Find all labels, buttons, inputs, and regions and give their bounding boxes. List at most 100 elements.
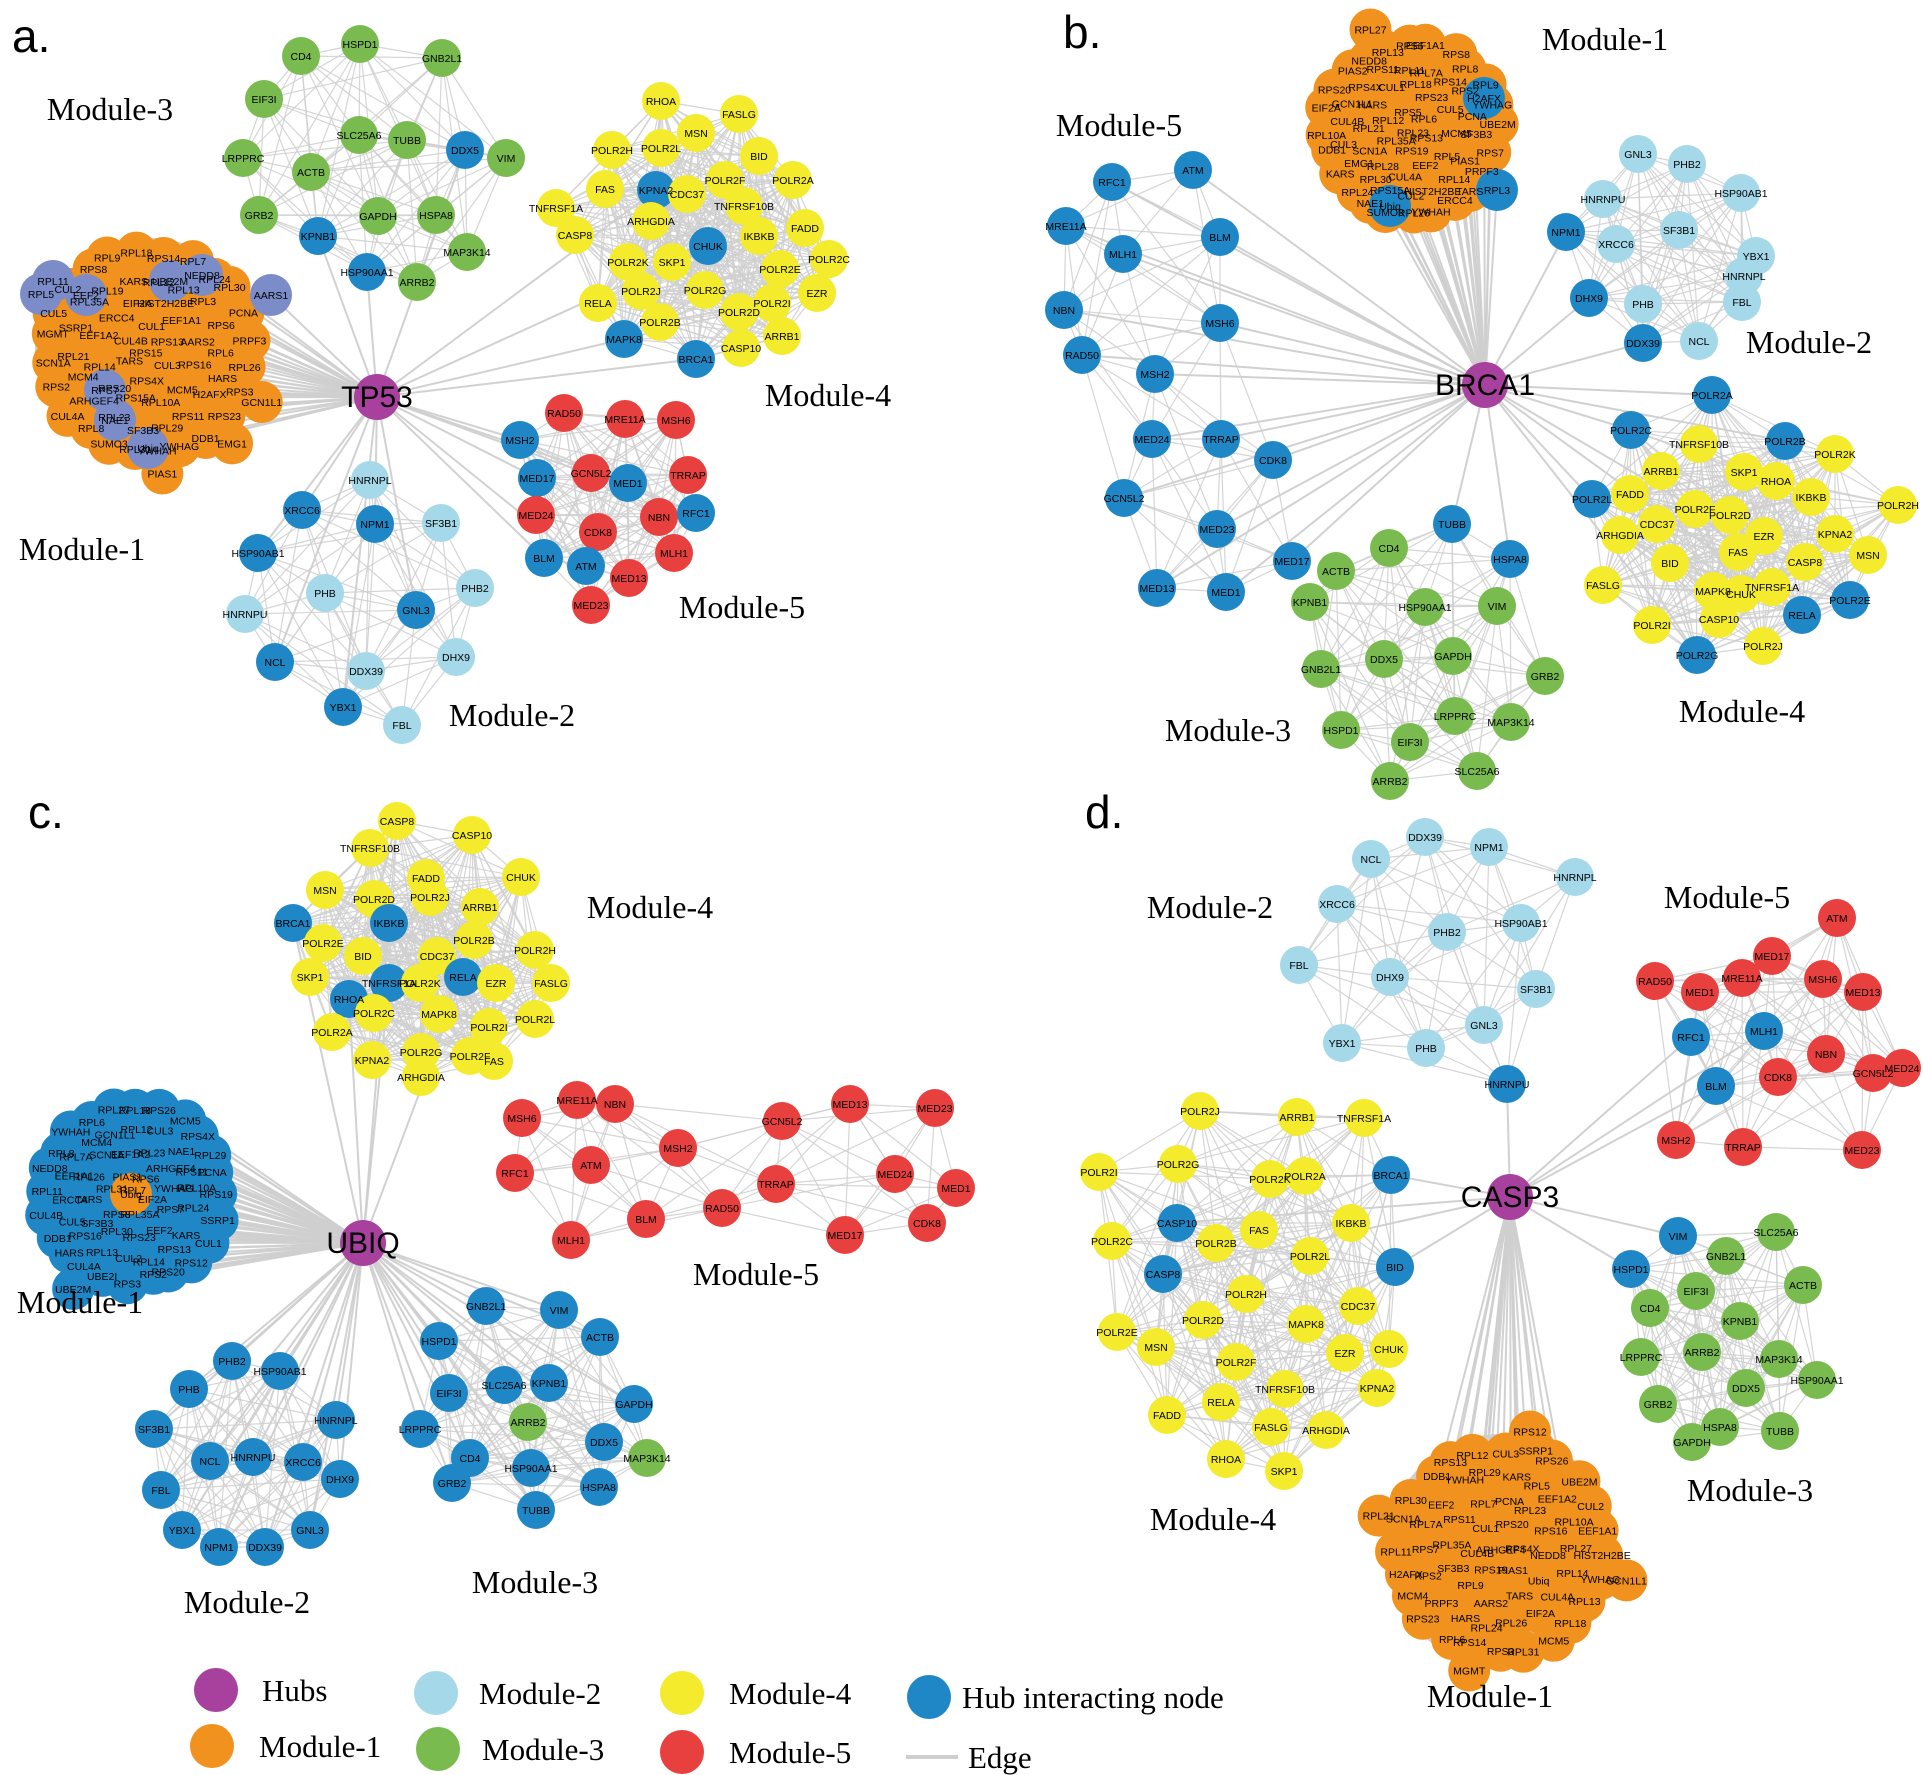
node-POLR2G[interactable]	[686, 271, 724, 309]
node-HNRNPU[interactable]	[1488, 1065, 1526, 1103]
node-IKBKB[interactable]	[370, 904, 408, 942]
node-HSP90AB1[interactable]	[1502, 904, 1540, 942]
node-MED24[interactable]	[876, 1155, 914, 1193]
node-ARHGDIA[interactable]	[632, 202, 670, 240]
node-PHB[interactable]	[306, 574, 344, 612]
node-POLR2E[interactable]	[1831, 581, 1869, 619]
node-PHB[interactable]	[1407, 1029, 1445, 1067]
node-POLR2G[interactable]	[1678, 636, 1716, 674]
node-IKBKB[interactable]	[1792, 478, 1830, 516]
node-TRRAP[interactable]	[757, 1165, 795, 1203]
node-BID[interactable]	[1651, 544, 1689, 582]
node-H2AFX[interactable]	[1463, 77, 1505, 119]
node-ACTB[interactable]	[581, 1318, 619, 1356]
node-POLR2I[interactable]	[1080, 1153, 1118, 1191]
node-CDC37[interactable]	[418, 937, 456, 975]
node-Ubiq[interactable]	[110, 1173, 152, 1215]
node-POLR2F[interactable]	[1676, 490, 1714, 528]
node-ARRB2[interactable]	[1683, 1333, 1721, 1371]
node-GRB2[interactable]	[433, 1464, 471, 1502]
node-FASLG[interactable]	[532, 964, 570, 1002]
node-GAPDH[interactable]	[1434, 637, 1472, 675]
node-MGMT[interactable]	[1448, 1649, 1491, 1692]
node-MED24[interactable]	[1133, 420, 1171, 458]
node-TNFRSF10B[interactable]	[725, 187, 763, 225]
node-CASP10[interactable]	[453, 816, 491, 854]
hub-node-TP53[interactable]	[354, 374, 400, 420]
node-MED1[interactable]	[1681, 973, 1719, 1011]
node-EIF3I[interactable]	[430, 1374, 468, 1412]
node-CDK8[interactable]	[908, 1204, 946, 1242]
node-IKBKB[interactable]	[1332, 1204, 1370, 1242]
node-ARRB2[interactable]	[1371, 762, 1409, 800]
node-RAD50[interactable]	[545, 394, 583, 432]
node-MED13[interactable]	[610, 559, 648, 597]
node-SLC25A6[interactable]	[1458, 752, 1496, 790]
node-RHOA[interactable]	[1207, 1440, 1245, 1478]
node-CDK8[interactable]	[1759, 1058, 1797, 1096]
node-CASP8[interactable]	[556, 216, 594, 254]
node-DDX5[interactable]	[1365, 640, 1403, 678]
node-GRB2[interactable]	[240, 196, 278, 234]
node-MED13[interactable]	[831, 1085, 869, 1123]
node-YBX1[interactable]	[1323, 1024, 1361, 1062]
node-POLR2L[interactable]	[1291, 1237, 1329, 1275]
node-XRCC6[interactable]	[1597, 225, 1635, 263]
node-LRPPRC[interactable]	[1622, 1338, 1660, 1376]
node-LRPPRC[interactable]	[224, 139, 262, 177]
node-POLR2A[interactable]	[313, 1013, 351, 1051]
node-GRB2[interactable]	[1526, 657, 1564, 695]
node-CHUK[interactable]	[1370, 1330, 1408, 1368]
node-MLH1[interactable]	[1745, 1012, 1783, 1050]
node-GNL3[interactable]	[1465, 1006, 1503, 1044]
node-EZR[interactable]	[798, 274, 836, 312]
node-GCN5L2[interactable]	[1105, 479, 1143, 517]
node-BLM[interactable]	[627, 1200, 665, 1238]
node-POLR2J[interactable]	[1744, 627, 1782, 665]
node-KPNB1[interactable]	[1291, 583, 1329, 621]
node-DDX39[interactable]	[1406, 818, 1444, 856]
node-IKBKB[interactable]	[740, 217, 778, 255]
node-BID[interactable]	[740, 137, 778, 175]
node-NPM1[interactable]	[1547, 213, 1585, 251]
node-XRCC6[interactable]	[1318, 885, 1356, 923]
node-NPM1[interactable]	[200, 1528, 238, 1566]
node-RELA[interactable]	[444, 958, 482, 996]
node-KPNB1[interactable]	[530, 1364, 568, 1402]
node-MLH1[interactable]	[552, 1221, 590, 1259]
node-ATM[interactable]	[572, 1146, 610, 1184]
node-MLH1[interactable]	[655, 534, 693, 572]
node-HNRNPU[interactable]	[226, 595, 264, 633]
node-CD4[interactable]	[282, 37, 320, 75]
node-XRCC6[interactable]	[284, 1443, 322, 1481]
node-MED17[interactable]	[518, 459, 556, 497]
node-FBL[interactable]	[1723, 283, 1761, 321]
node-NBN[interactable]	[1807, 1035, 1845, 1073]
node-PHB2[interactable]	[456, 569, 494, 607]
hub-node-UBIQ[interactable]	[340, 1220, 386, 1266]
node-FASLG[interactable]	[1584, 566, 1622, 604]
node-NCL[interactable]	[191, 1442, 229, 1480]
node-SLC25A6[interactable]	[485, 1366, 523, 1404]
node-RFC1[interactable]	[1672, 1018, 1710, 1056]
node-MRE11A[interactable]	[558, 1081, 596, 1119]
node-NCL[interactable]	[1680, 322, 1718, 360]
node-GCN1L1[interactable]	[1605, 1559, 1648, 1602]
node-SLC25A6[interactable]	[1757, 1213, 1795, 1251]
node-POLR2H[interactable]	[1227, 1275, 1265, 1313]
node-HNRNPL[interactable]	[1556, 858, 1594, 896]
node-HSP90AA1[interactable]	[1406, 588, 1444, 626]
node-POLR2A[interactable]	[774, 161, 812, 199]
node-TUBB[interactable]	[517, 1491, 555, 1529]
node-KPNB1[interactable]	[1721, 1302, 1759, 1340]
node-ARRB1[interactable]	[1278, 1098, 1316, 1136]
node-POLR2L[interactable]	[642, 129, 680, 167]
node-MED17[interactable]	[1273, 542, 1311, 580]
node-POLR2I[interactable]	[470, 1008, 508, 1046]
node-MSN[interactable]	[1137, 1328, 1175, 1366]
node-MRE11A[interactable]	[1047, 207, 1085, 245]
node-VIM[interactable]	[540, 1291, 578, 1329]
node-VIM[interactable]	[487, 139, 525, 177]
node-FADD[interactable]	[786, 209, 824, 247]
node-ARHGDIA[interactable]	[402, 1058, 440, 1096]
